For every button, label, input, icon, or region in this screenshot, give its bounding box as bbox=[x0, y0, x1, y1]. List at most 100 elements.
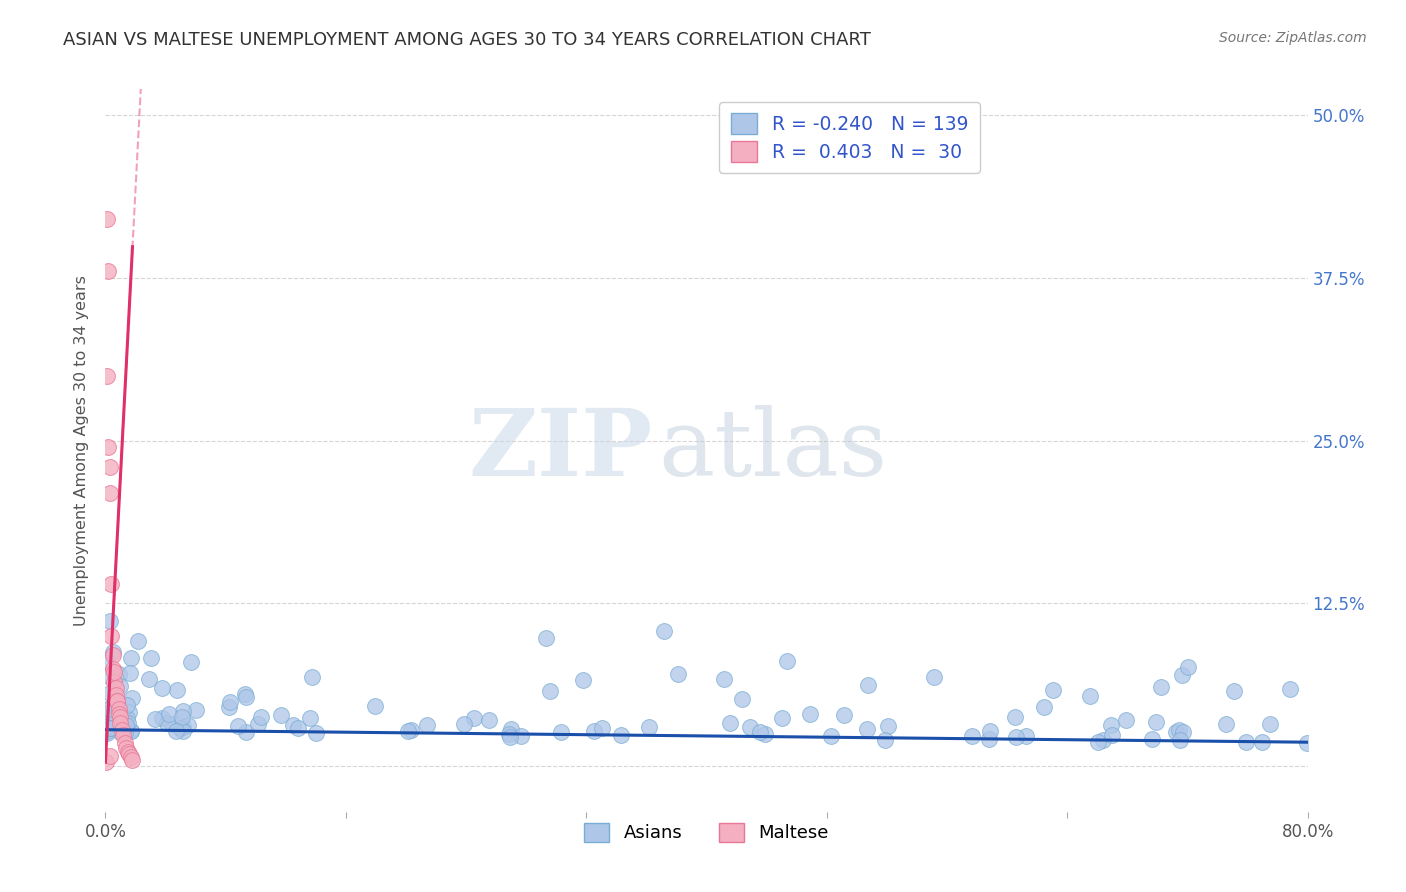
Point bbox=[1140, 732, 1163, 747]
Point bbox=[138, 673, 160, 687]
Point bbox=[1015, 729, 1038, 743]
Point bbox=[749, 724, 772, 739]
Point bbox=[1087, 735, 1109, 749]
Point bbox=[873, 733, 896, 747]
Point bbox=[96, 212, 118, 227]
Point bbox=[1234, 734, 1257, 748]
Point bbox=[111, 711, 134, 725]
Point bbox=[94, 710, 117, 724]
Point bbox=[233, 687, 256, 701]
Point bbox=[396, 723, 419, 738]
Point bbox=[856, 677, 879, 691]
Point bbox=[246, 717, 269, 731]
Point bbox=[150, 711, 173, 725]
Point bbox=[1223, 683, 1246, 698]
Text: ZIP: ZIP bbox=[468, 406, 652, 495]
Point bbox=[509, 729, 531, 743]
Point bbox=[104, 688, 127, 702]
Point bbox=[107, 694, 129, 708]
Point bbox=[101, 648, 124, 663]
Y-axis label: Unemployment Among Ages 30 to 34 years: Unemployment Among Ages 30 to 34 years bbox=[75, 275, 90, 626]
Point bbox=[118, 705, 141, 719]
Point bbox=[121, 753, 143, 767]
Point bbox=[637, 720, 659, 734]
Point bbox=[832, 708, 855, 723]
Point bbox=[101, 705, 124, 719]
Point bbox=[501, 723, 523, 737]
Point bbox=[117, 716, 139, 731]
Point bbox=[922, 670, 945, 684]
Point bbox=[1004, 710, 1026, 724]
Point bbox=[108, 702, 131, 716]
Point bbox=[120, 665, 142, 680]
Point bbox=[1295, 736, 1317, 750]
Point bbox=[103, 665, 125, 680]
Point bbox=[170, 710, 193, 724]
Point bbox=[120, 724, 142, 739]
Point bbox=[139, 651, 162, 665]
Point bbox=[416, 718, 439, 732]
Point bbox=[114, 726, 136, 740]
Point bbox=[110, 716, 132, 731]
Point bbox=[1150, 680, 1173, 694]
Point bbox=[172, 720, 194, 734]
Point bbox=[856, 723, 879, 737]
Point bbox=[718, 716, 741, 731]
Point bbox=[299, 711, 322, 725]
Point bbox=[1279, 681, 1302, 696]
Point bbox=[1091, 733, 1114, 747]
Point bbox=[1171, 668, 1194, 682]
Point bbox=[104, 712, 127, 726]
Point bbox=[121, 690, 143, 705]
Point bbox=[112, 723, 135, 737]
Point bbox=[98, 614, 121, 628]
Point bbox=[401, 723, 423, 737]
Point bbox=[550, 725, 572, 739]
Point bbox=[754, 726, 776, 740]
Point bbox=[1250, 735, 1272, 749]
Point bbox=[1215, 717, 1237, 731]
Point bbox=[160, 717, 183, 731]
Point bbox=[143, 712, 166, 726]
Point bbox=[110, 709, 132, 723]
Point bbox=[98, 721, 121, 735]
Point bbox=[1101, 728, 1123, 742]
Point bbox=[250, 710, 273, 724]
Point bbox=[1168, 732, 1191, 747]
Point bbox=[498, 727, 520, 741]
Point bbox=[979, 723, 1001, 738]
Point bbox=[94, 706, 117, 721]
Point bbox=[534, 631, 557, 645]
Point bbox=[177, 718, 200, 732]
Point bbox=[108, 679, 131, 693]
Point bbox=[776, 654, 799, 668]
Point bbox=[101, 661, 124, 675]
Text: Source: ZipAtlas.com: Source: ZipAtlas.com bbox=[1219, 31, 1367, 45]
Point bbox=[1177, 660, 1199, 674]
Point bbox=[219, 695, 242, 709]
Point bbox=[270, 707, 292, 722]
Point bbox=[1099, 718, 1122, 732]
Point bbox=[94, 720, 117, 734]
Point bbox=[114, 717, 136, 731]
Point bbox=[115, 740, 138, 755]
Point bbox=[538, 683, 561, 698]
Point bbox=[1144, 715, 1167, 730]
Point bbox=[108, 707, 131, 722]
Point bbox=[96, 715, 118, 730]
Point bbox=[591, 721, 613, 735]
Point bbox=[666, 667, 689, 681]
Point bbox=[96, 368, 118, 383]
Point bbox=[120, 651, 142, 665]
Point bbox=[105, 698, 128, 713]
Point bbox=[738, 720, 761, 734]
Point bbox=[652, 624, 675, 639]
Point bbox=[172, 724, 194, 739]
Point bbox=[283, 718, 305, 732]
Point bbox=[127, 633, 149, 648]
Point bbox=[115, 698, 138, 713]
Point bbox=[108, 724, 131, 739]
Point bbox=[96, 756, 118, 770]
Point bbox=[103, 674, 125, 689]
Point bbox=[165, 724, 187, 739]
